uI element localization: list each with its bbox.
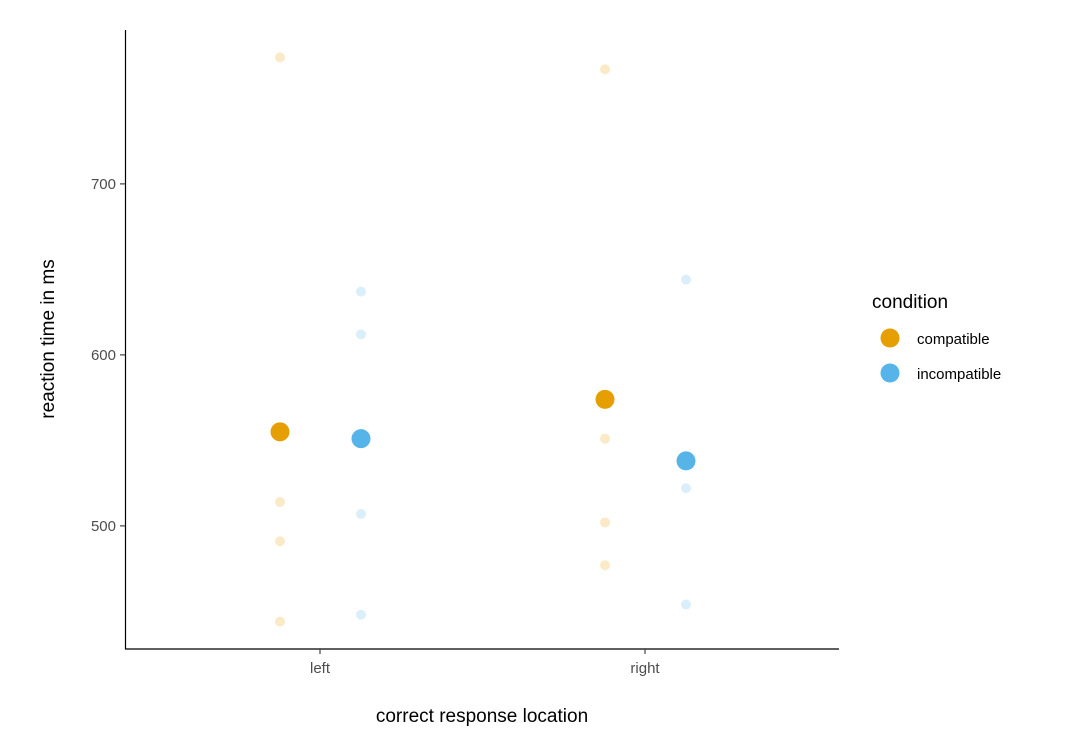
y-tick-label: 600 (91, 347, 116, 364)
individual-point-compatible (600, 560, 610, 571)
legend: condition compatible incompatible (872, 292, 1001, 383)
individual-point-compatible (275, 536, 285, 547)
mean-point-incompatible (351, 429, 371, 449)
individual-point-incompatible (356, 609, 366, 620)
legend-title: condition (872, 292, 948, 313)
individual-point-compatible (600, 64, 610, 75)
legend-key-incompatible (880, 363, 900, 383)
y-tick-label: 700 (91, 176, 116, 193)
mean-point-compatible (595, 389, 615, 409)
y-ticks: 500 600 700 (91, 176, 125, 535)
individual-point-incompatible (356, 508, 366, 519)
individual-point-compatible (275, 616, 285, 627)
legend-label-compatible: compatible (917, 331, 990, 348)
legend-key-compatible (880, 328, 900, 348)
y-axis-title: reaction time in ms (38, 259, 59, 418)
individual-point-incompatible (356, 329, 366, 340)
mean-point-incompatible (676, 451, 696, 471)
individual-point-compatible (600, 433, 610, 444)
y-tick-label: 500 (91, 518, 116, 535)
individual-point-incompatible (681, 274, 691, 285)
legend-label-incompatible: incompatible (917, 366, 1001, 383)
axes (124, 30, 839, 650)
individual-point-incompatible (681, 599, 691, 610)
data-points (270, 52, 696, 627)
individual-point-compatible (275, 496, 285, 507)
x-tick-label: left (310, 660, 331, 677)
x-ticks: left right (310, 649, 660, 677)
individual-point-incompatible (681, 483, 691, 494)
mean-point-compatible (270, 422, 290, 442)
x-axis-title: correct response location (376, 706, 588, 727)
x-tick-label: right (630, 660, 660, 677)
individual-point-compatible (600, 517, 610, 528)
individual-point-compatible (275, 52, 285, 63)
individual-point-incompatible (356, 286, 366, 297)
